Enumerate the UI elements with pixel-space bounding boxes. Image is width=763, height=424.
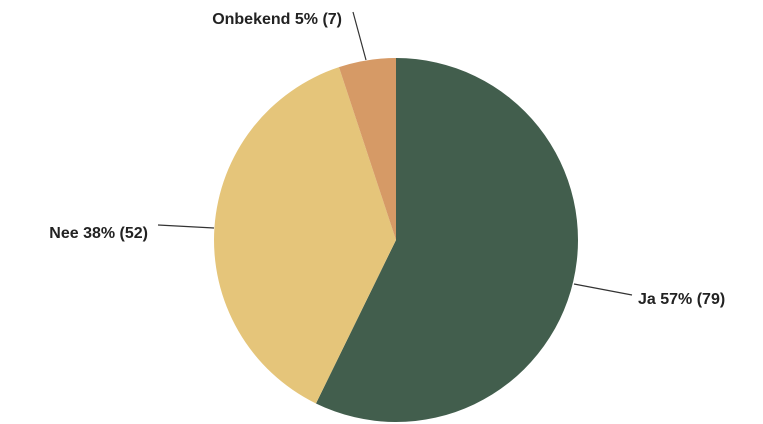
leader-line-ja bbox=[573, 283, 633, 296]
pie-slice-ja bbox=[315, 58, 579, 422]
leader-lines bbox=[157, 11, 633, 296]
pie-slice-onbekend bbox=[338, 58, 396, 240]
slice-label-ja: Ja 57% (79) bbox=[638, 291, 725, 308]
pie-slice-nee bbox=[214, 67, 396, 404]
slice-label-onbekend: Onbekend 5% (7) bbox=[212, 11, 342, 28]
slice-label-nee: Nee 38% (52) bbox=[49, 225, 148, 242]
leader-line-onbekend bbox=[352, 11, 367, 61]
pie-slices bbox=[214, 58, 579, 422]
slice-labels: Ja 57% (79) Nee 38% (52) Onbekend 5% (7) bbox=[49, 11, 725, 308]
leader-line-nee bbox=[157, 224, 215, 229]
